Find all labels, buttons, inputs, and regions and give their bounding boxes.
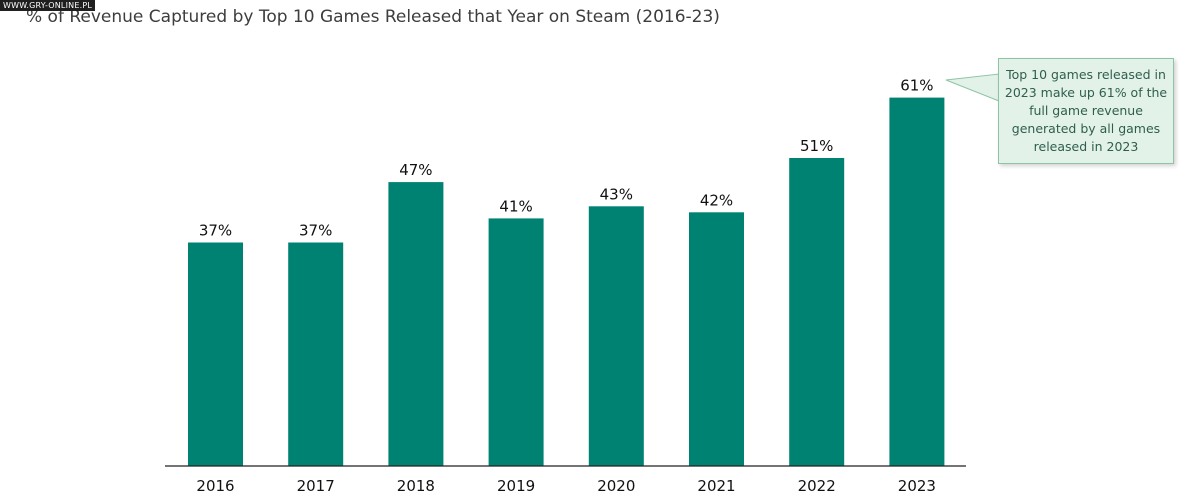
callout-pointer [945,73,1000,102]
bar-2023 [889,97,945,466]
annotation-callout: Top 10 games released in 2023 make up 61… [998,58,1174,164]
data-label-2023: 61% [900,77,933,95]
data-label-2022: 51% [800,137,833,155]
bars-layer [188,97,945,467]
x-tick-label-2023: 2023 [898,477,936,495]
labels-layer: 37% 37% 47% 41% 43% 42% 51% 61% [199,77,934,240]
data-label-2016: 37% [199,222,232,240]
data-label-2018: 47% [399,161,432,179]
bar-2022 [789,158,845,466]
bar-2017 [288,242,344,466]
bar-2021 [689,212,744,466]
x-tick-label-2020: 2020 [597,477,635,495]
annotation-text: Top 10 games released in 2023 make up 61… [1004,67,1168,154]
bar-2018 [388,182,444,466]
x-tick-label-2022: 2022 [798,477,836,495]
x-tick-label-2021: 2021 [697,477,735,495]
chart-title: % of Revenue Captured by Top 10 Games Re… [26,7,720,27]
x-tick-label-2016: 2016 [196,477,234,495]
x-axis-ticks: 2016 2017 2018 2019 2020 2021 2022 2023 [196,477,936,495]
bar-2020 [588,206,644,467]
bar-2019 [488,218,544,466]
x-tick-label-2019: 2019 [497,477,535,495]
data-label-2021: 42% [700,191,733,209]
data-label-2017: 37% [299,222,332,240]
data-label-2020: 43% [600,185,633,203]
watermark: WWW.GRY-ONLINE.PL [0,0,96,11]
bar-2016 [188,242,243,466]
x-tick-label-2018: 2018 [397,477,435,495]
x-tick-label-2017: 2017 [297,477,335,495]
data-label-2019: 41% [499,197,532,215]
